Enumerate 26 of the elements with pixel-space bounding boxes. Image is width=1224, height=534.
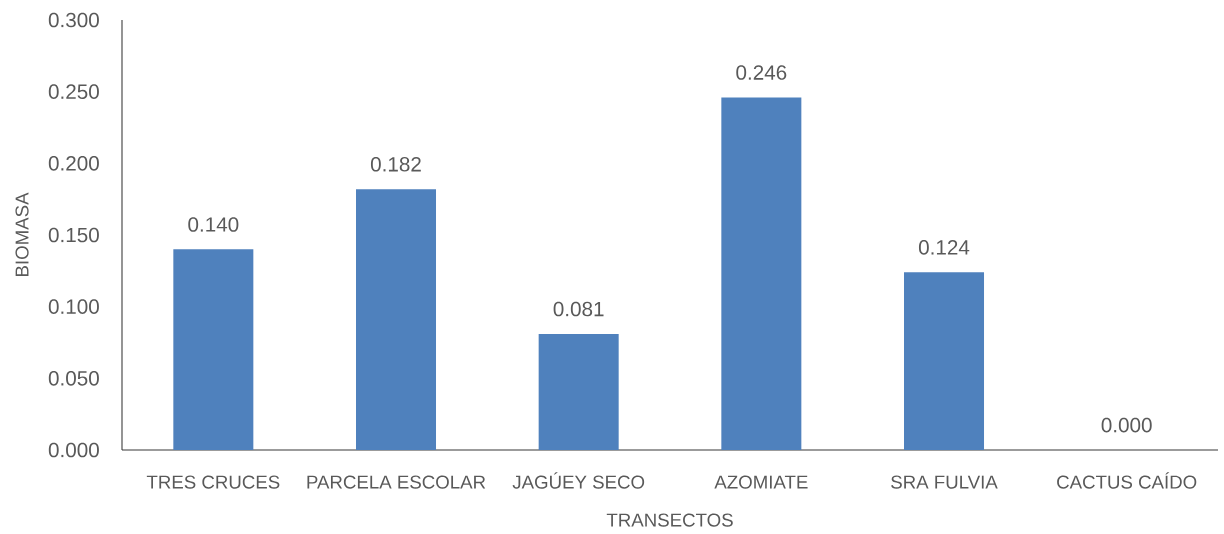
x-axis-title: TRANSECTOS (606, 513, 733, 527)
y-tick-label: 0.250 (48, 84, 99, 99)
bar (538, 333, 619, 450)
bar (356, 189, 437, 450)
y-tick-label: 0.050 (48, 371, 99, 386)
y-tick-label: 0.100 (48, 299, 99, 314)
bar (904, 272, 985, 450)
data-label: 0.124 (918, 240, 970, 255)
x-tick-label: SRA FULVIA (891, 475, 998, 489)
y-tick-label: 0.200 (48, 156, 99, 171)
x-tick-label: CACTUS CAÍDO (1057, 472, 1197, 489)
bar (173, 249, 254, 450)
y-tick-label: 0.000 (48, 442, 99, 458)
x-tick-label: AZOMIATE (714, 475, 808, 489)
data-label: 0.000 (1101, 417, 1152, 433)
data-label: 0.182 (370, 156, 421, 172)
y-tick-label: 0.150 (48, 227, 99, 243)
x-tick-label: TRES CRUCES (146, 475, 280, 489)
y-tick-label: 0.300 (48, 12, 99, 28)
data-label: 0.246 (736, 65, 787, 80)
y-axis-title: BIOMASA (15, 192, 29, 276)
x-tick-label: PARCELA ESCOLAR (307, 475, 486, 489)
data-label: 0.081 (553, 301, 604, 317)
data-label: 0.140 (188, 217, 239, 232)
x-tick-label: JAGÚEY SECO (512, 472, 645, 489)
bar (721, 97, 802, 450)
